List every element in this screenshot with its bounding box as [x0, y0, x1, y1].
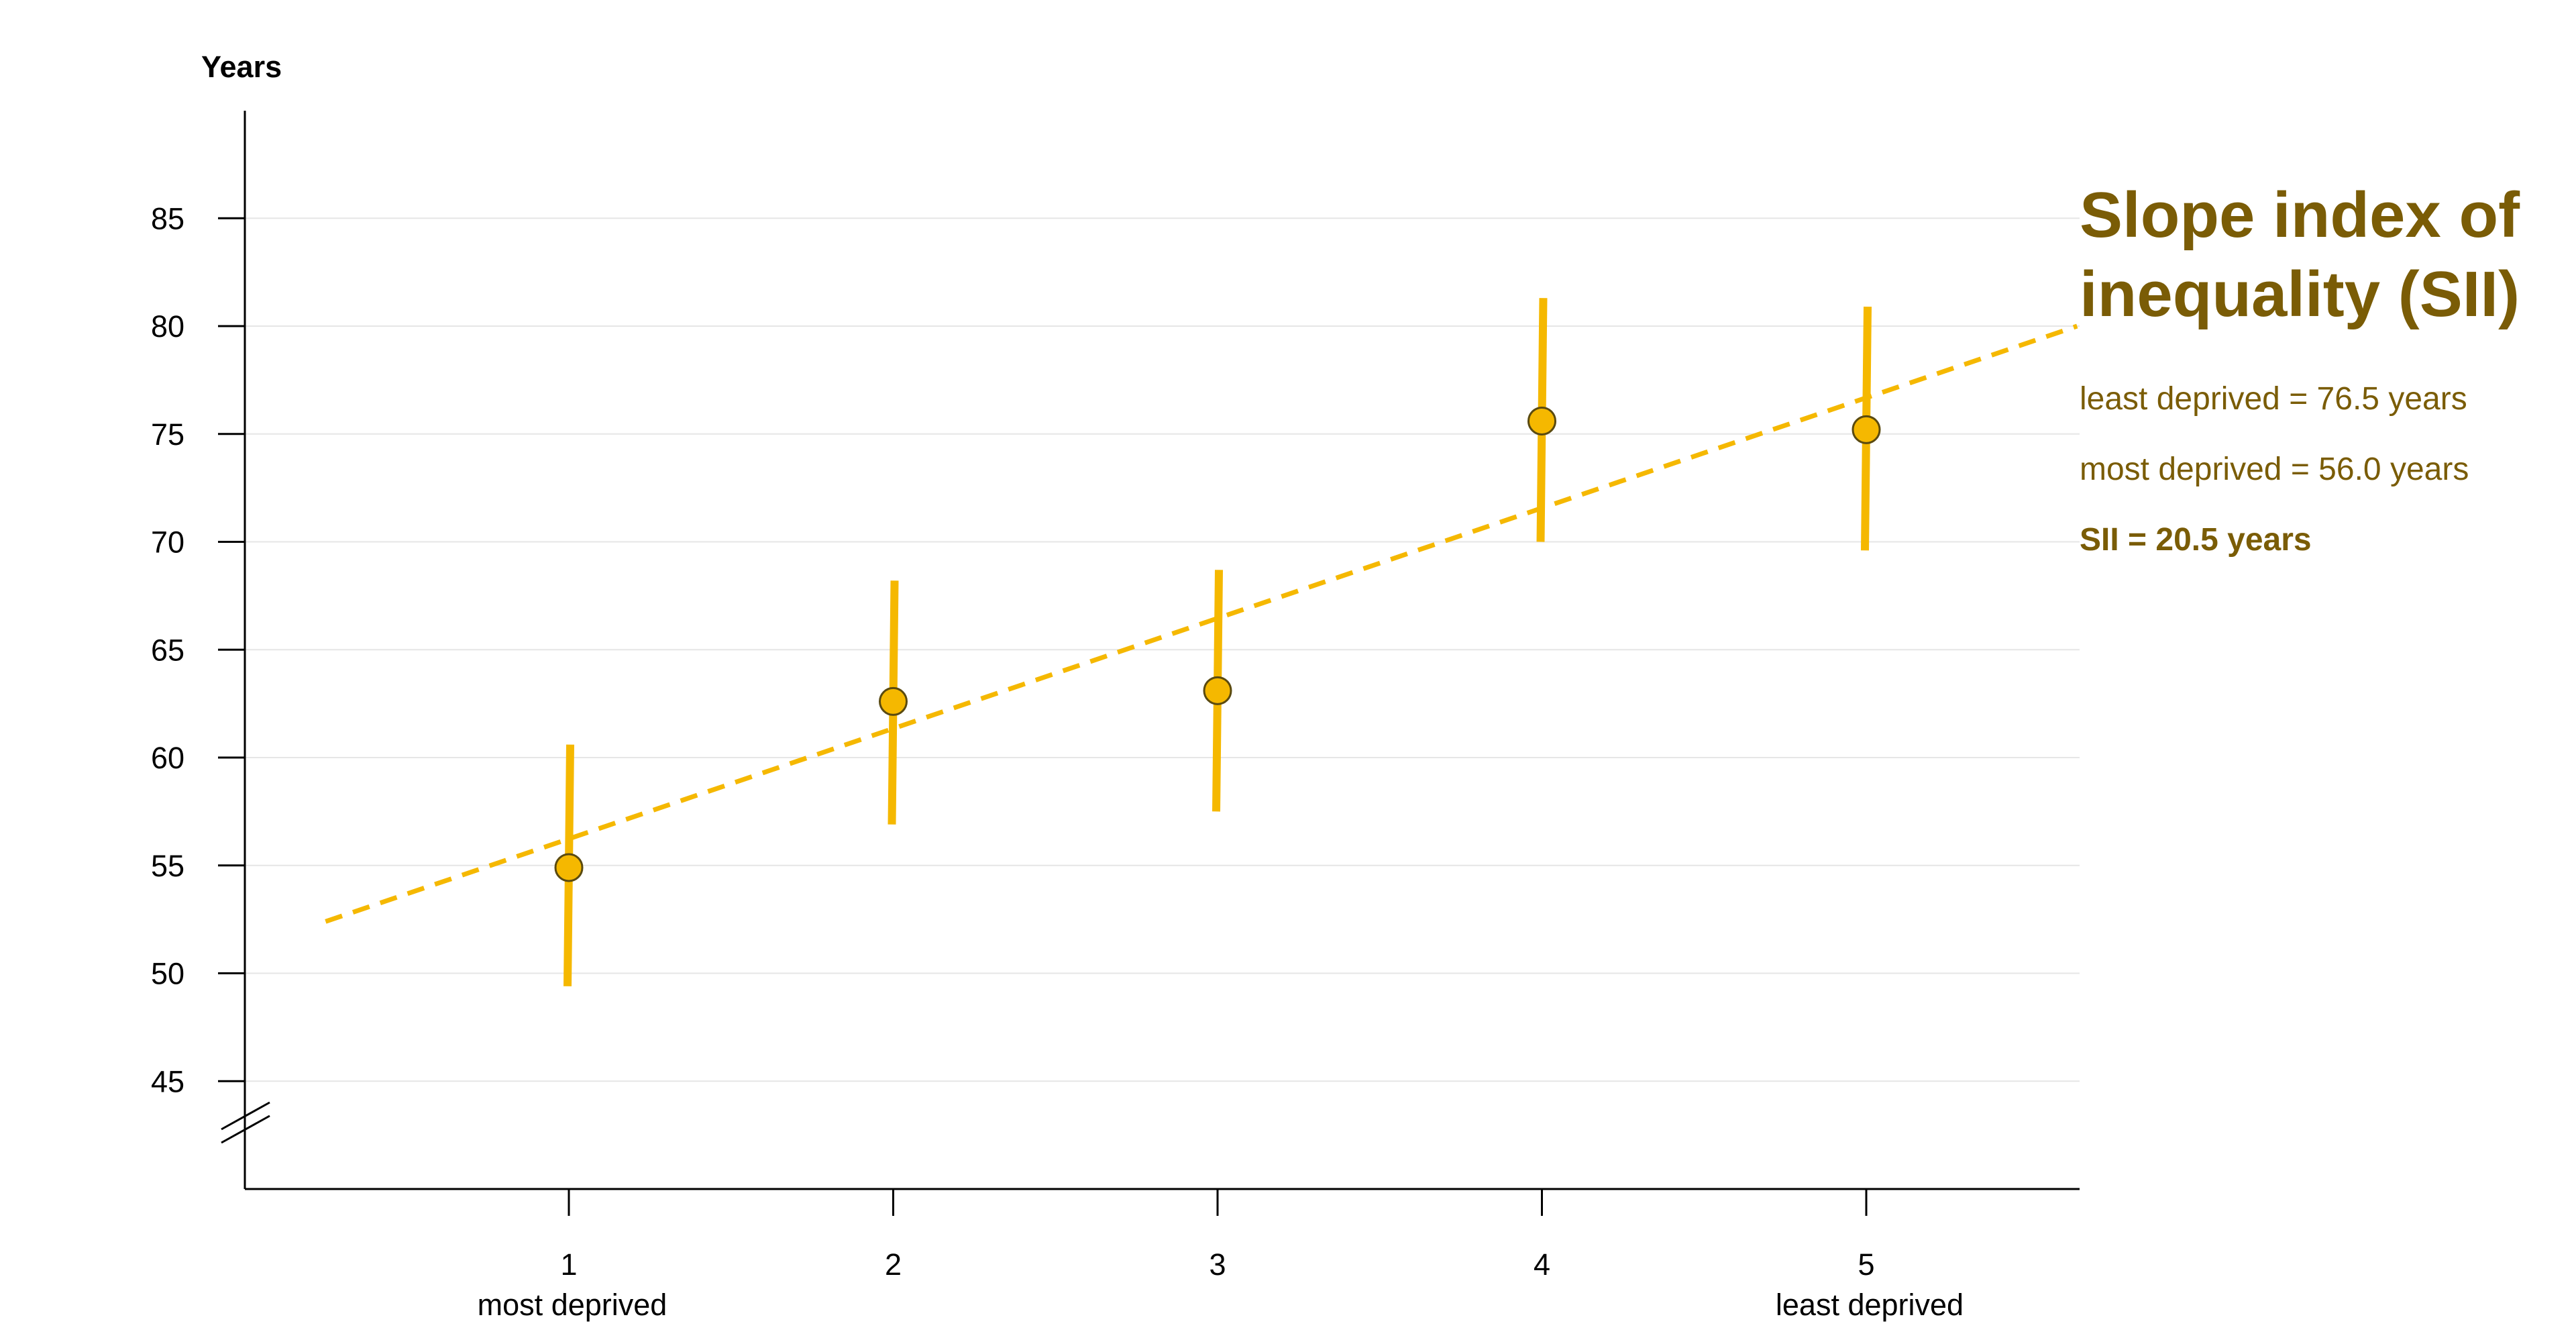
data-point [1203, 676, 1232, 705]
most-deprived-value: most deprived = 56.0 years [2080, 452, 2469, 487]
grid-lines [245, 217, 2080, 1082]
data-point [554, 853, 584, 882]
trend-line [325, 323, 2078, 924]
data-point [1527, 406, 1556, 435]
x-tick-label: 2 [885, 1247, 902, 1282]
least-deprived-value: least deprived = 76.5 years [2080, 381, 2467, 417]
y-tick-label: 45 [151, 1064, 184, 1098]
x-tick-sublabel: least deprived [1776, 1288, 1964, 1322]
y-tick-label: 60 [151, 741, 184, 775]
error-bars [564, 298, 1872, 986]
y-tick-label: 75 [151, 417, 184, 452]
data-point [1851, 415, 1881, 444]
y-tick-label: 65 [151, 633, 184, 667]
data-point [879, 686, 908, 716]
data-points [554, 406, 1881, 882]
y-tick-label: 85 [151, 201, 184, 236]
axis-break-mark [221, 1115, 270, 1144]
x-tick-label: 1 [560, 1247, 577, 1282]
x-tick-label: 3 [1209, 1247, 1226, 1282]
y-tick-label: 55 [151, 849, 184, 883]
y-axis-title: Years [201, 50, 282, 84]
x-tick-label: 4 [1534, 1247, 1550, 1282]
y-tick-label: 50 [151, 957, 184, 991]
x-tick-label: 5 [1858, 1247, 1874, 1282]
trend-line-group [325, 323, 2078, 924]
axis-break-mark [221, 1101, 270, 1131]
y-tick-label: 80 [151, 309, 184, 344]
sii-title: Slope index of inequality (SII) [2080, 179, 2520, 330]
y-tick-label: 70 [151, 525, 184, 560]
x-tick-sublabel: most deprived [478, 1288, 667, 1322]
sii-value: SII = 20.5 years [2080, 522, 2312, 558]
